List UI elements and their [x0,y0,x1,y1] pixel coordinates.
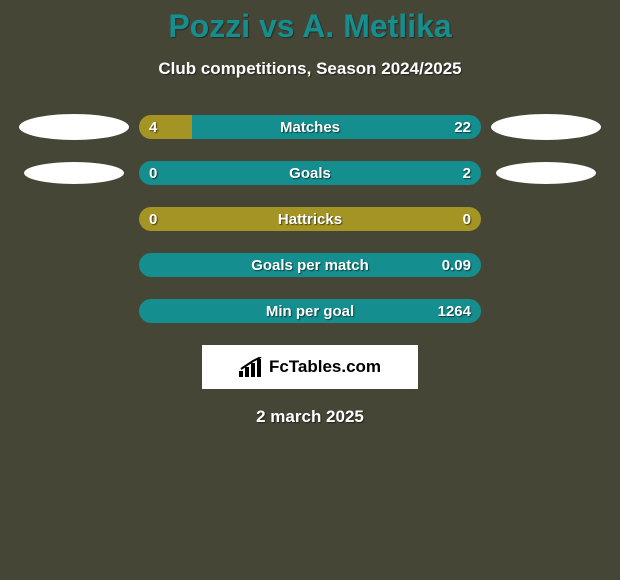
stats-section: 422Matches 02Goals 00Hattricks 0.09Goals pe… [0,115,620,323]
team-right-logo [496,162,596,184]
stat-row: 02Goals [0,161,620,185]
team-right-logo-slot [481,114,611,140]
stat-bar: 422Matches [139,115,481,139]
competition-subtitle: Club competitions, Season 2024/2025 [0,59,620,79]
stat-row: 00Hattricks [0,207,620,231]
team-right-logo [491,114,601,140]
team-left-logo [24,162,124,184]
brand-text: FcTables.com [269,357,381,377]
stat-row: 422Matches [0,115,620,139]
stat-row: 0.09Goals per match [0,253,620,277]
comparison-card: Pozzi vs A. Metlika Club competitions, S… [0,0,620,580]
stat-row: 1264Min per goal [0,299,620,323]
team-right-logo-slot [481,162,611,184]
stat-label: Matches [139,115,481,139]
stat-bar: 02Goals [139,161,481,185]
team-left-logo [19,114,129,140]
stat-bar: 1264Min per goal [139,299,481,323]
chart-icon [239,357,263,377]
stat-label: Goals [139,161,481,185]
brand-badge[interactable]: FcTables.com [202,345,418,389]
team-left-logo-slot [9,114,139,140]
footer-date: 2 march 2025 [0,407,620,427]
stat-bar: 0.09Goals per match [139,253,481,277]
stat-bar: 00Hattricks [139,207,481,231]
stat-label: Goals per match [139,253,481,277]
stat-label: Hattricks [139,207,481,231]
stat-label: Min per goal [139,299,481,323]
team-left-logo-slot [9,162,139,184]
page-title: Pozzi vs A. Metlika [0,0,620,45]
